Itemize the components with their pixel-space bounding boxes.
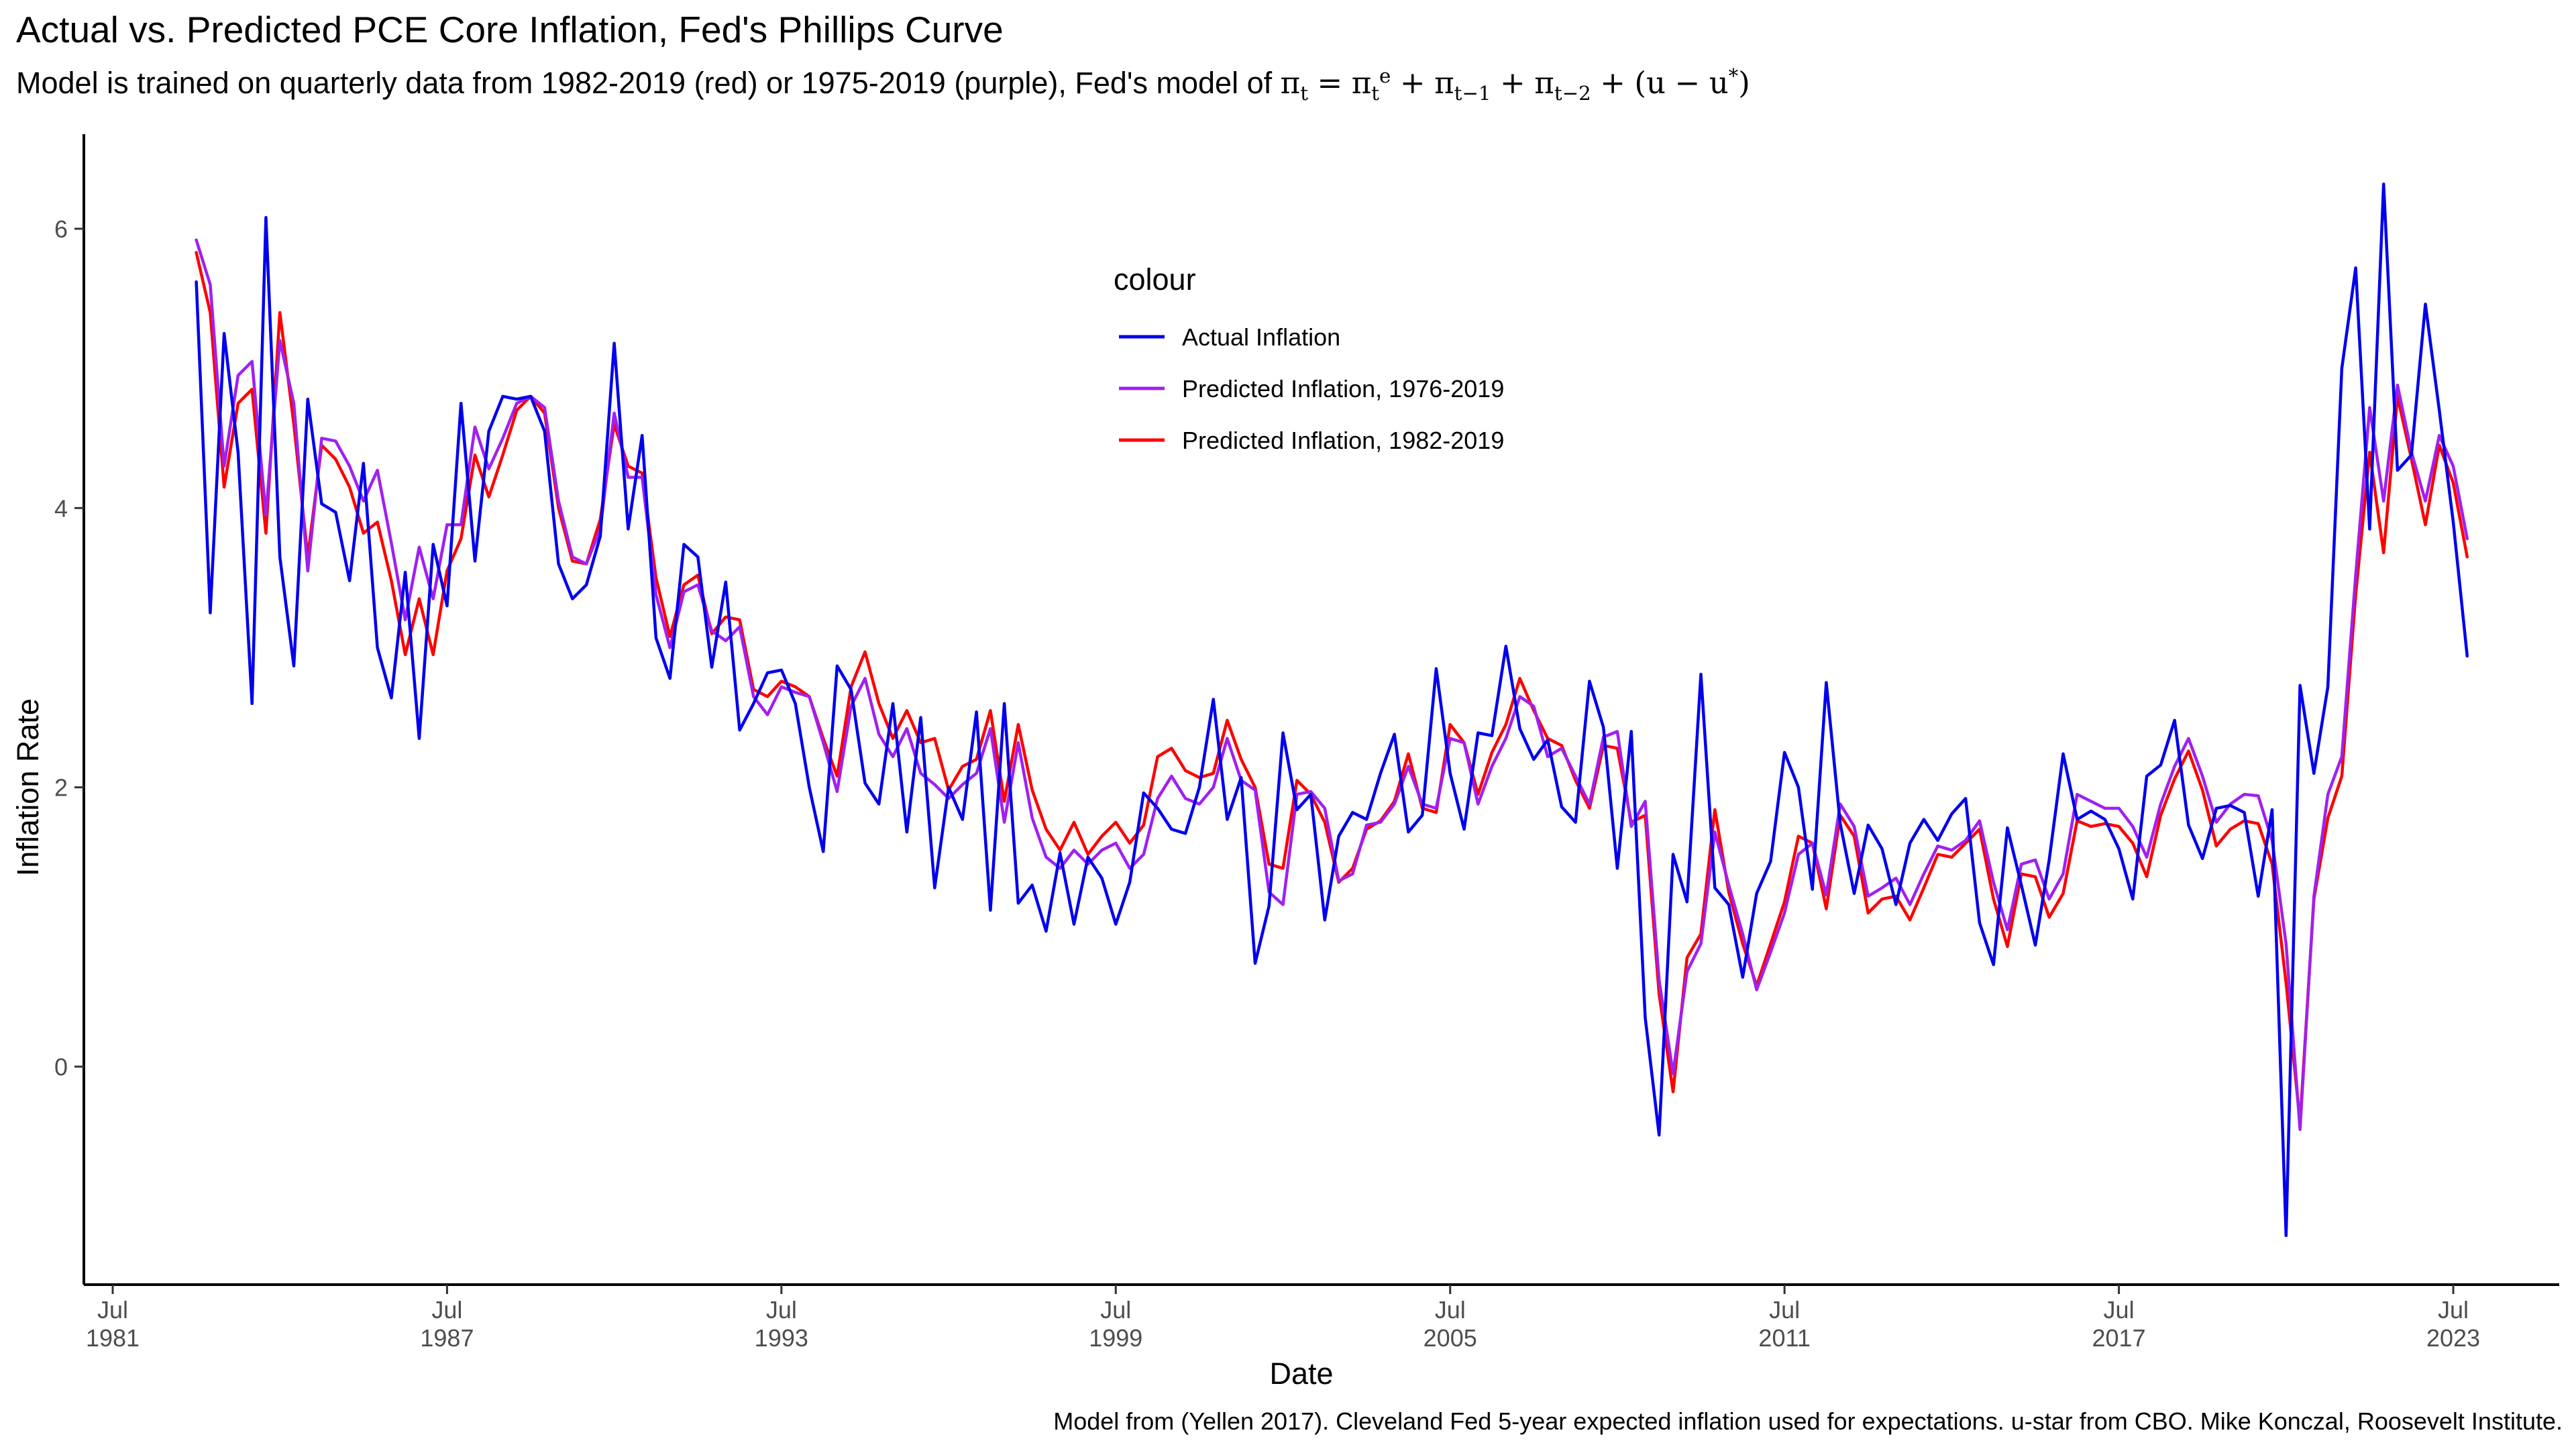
series-line-1	[195, 238, 2469, 1131]
legend-label-0: Actual Inflation	[1182, 323, 1340, 351]
series-line-0	[195, 182, 2469, 1238]
x-tick-label: Jul	[2104, 1296, 2135, 1324]
axes-layer: 0246Jul1981Jul1987Jul1993Jul1999Jul2005J…	[11, 134, 2559, 1391]
legend-label-2: Predicted Inflation, 1982-2019	[1182, 427, 1504, 454]
y-tick-label: 0	[54, 1053, 68, 1081]
subtitle-formula: πt = πte + πt−1 + πt−2 + (u − u*)	[1280, 64, 1750, 105]
x-tick-label: Jul	[1100, 1296, 1131, 1324]
x-tick-label: 2005	[1424, 1324, 1477, 1352]
y-axis-label: Inflation Rate	[11, 698, 45, 876]
y-tick-label: 2	[54, 774, 68, 802]
legend-label-1: Predicted Inflation, 1976-2019	[1182, 375, 1504, 402]
x-tick-label: Jul	[1769, 1296, 1800, 1324]
x-tick-label: Jul	[431, 1296, 462, 1324]
y-tick-label: 6	[54, 215, 68, 243]
x-axis-label: Date	[1269, 1356, 1333, 1391]
x-tick-label: Jul	[97, 1296, 128, 1324]
chart-subtitle: Model is trained on quarterly data from …	[16, 64, 1750, 105]
x-tick-label: 2023	[2426, 1324, 2480, 1352]
x-tick-label: 1987	[420, 1324, 474, 1352]
x-tick-label: 2017	[2092, 1324, 2146, 1352]
subtitle-text: Model is trained on quarterly data from …	[16, 66, 1273, 100]
x-tick-label: Jul	[1435, 1296, 1466, 1324]
x-tick-label: 1999	[1089, 1324, 1142, 1352]
y-tick-label: 4	[54, 494, 68, 522]
chart-caption: Model from (Yellen 2017). Cleveland Fed …	[1053, 1407, 2563, 1435]
x-tick-label: 1981	[86, 1324, 140, 1352]
x-tick-label: Jul	[2438, 1296, 2469, 1324]
chart-title: Actual vs. Predicted PCE Core Inflation,…	[16, 9, 1004, 50]
legend-title: colour	[1114, 262, 1196, 297]
x-tick-label: Jul	[766, 1296, 797, 1324]
x-tick-label: 2011	[1758, 1324, 1810, 1352]
series-layer	[195, 182, 2469, 1238]
legend: colour Actual Inflation Predicted Inflatio…	[1114, 262, 1504, 454]
x-tick-label: 1993	[755, 1324, 808, 1352]
